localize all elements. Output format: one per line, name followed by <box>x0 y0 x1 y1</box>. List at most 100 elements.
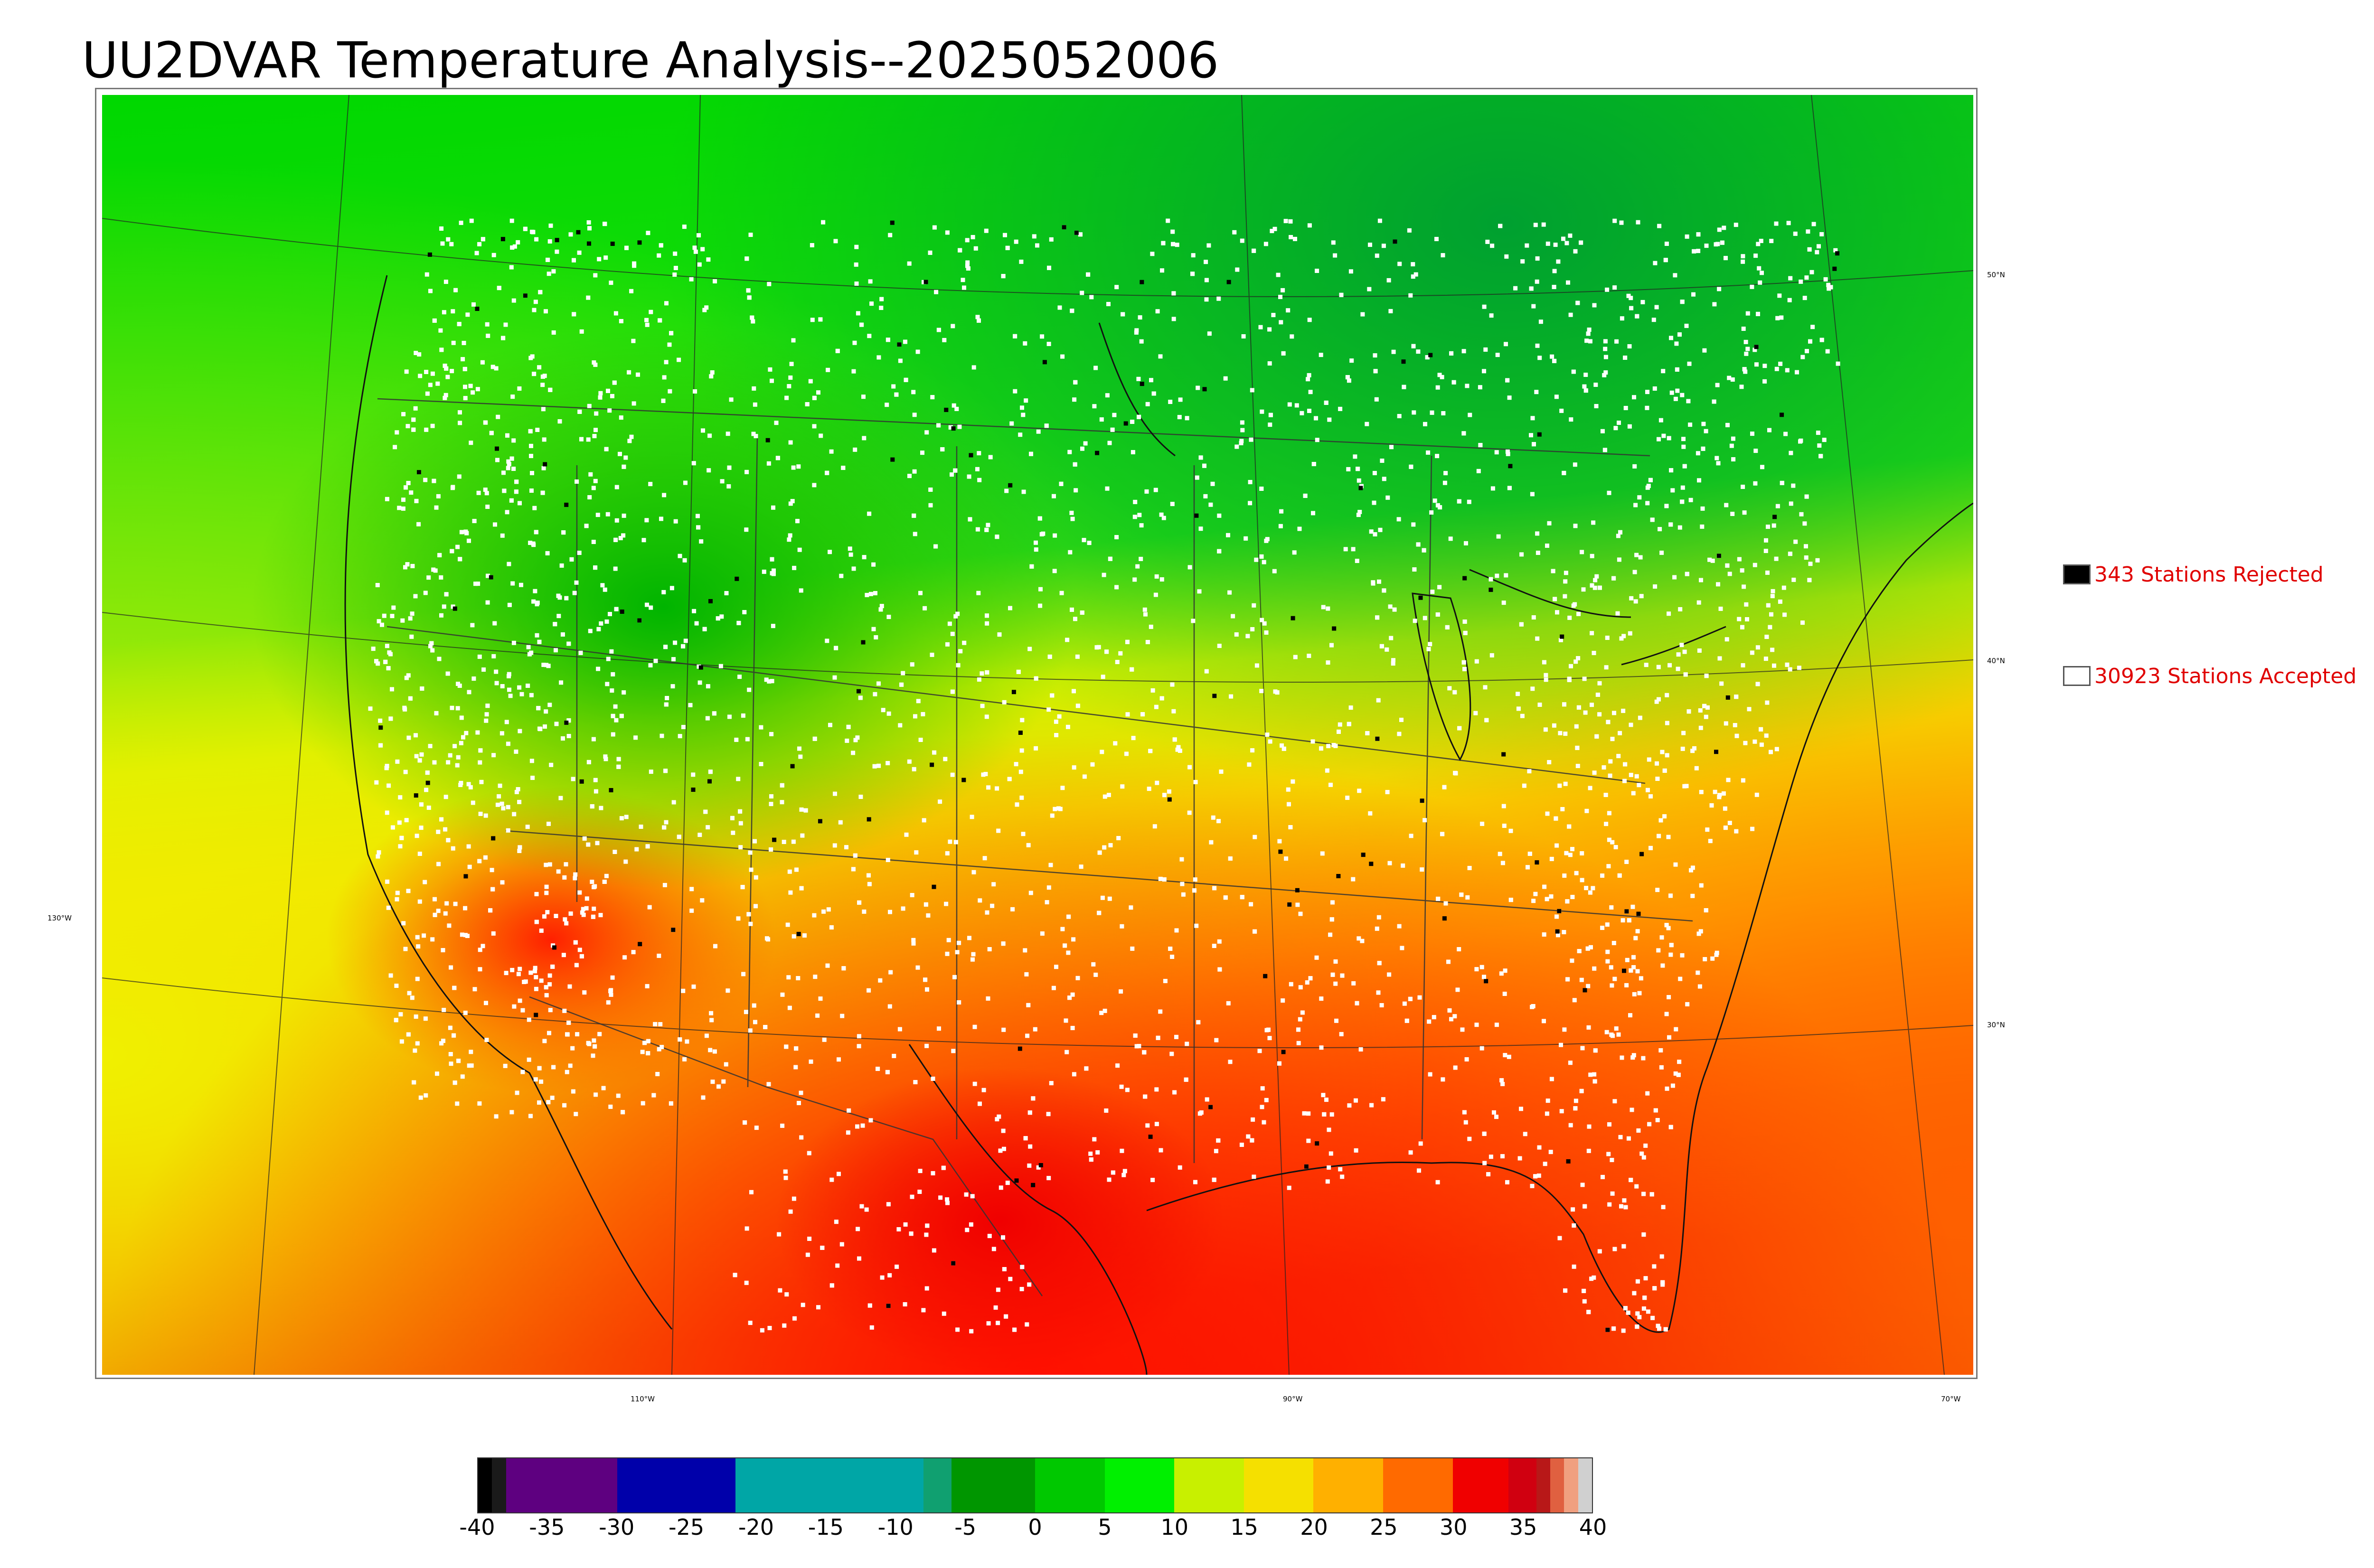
station-marker <box>1607 1122 1611 1127</box>
station-marker <box>1192 888 1196 893</box>
station-marker <box>744 527 749 532</box>
station-marker <box>1063 943 1067 948</box>
station-marker <box>1347 722 1351 726</box>
station-marker <box>563 917 567 922</box>
station-marker <box>1566 280 1570 285</box>
station-marker <box>1046 342 1051 346</box>
station-marker <box>710 370 715 375</box>
station-marker <box>710 1080 715 1084</box>
station-marker <box>1411 522 1416 527</box>
station-marker <box>1759 239 1763 243</box>
station-marker <box>1661 1205 1666 1210</box>
station-marker <box>613 311 618 316</box>
station-marker <box>450 705 454 710</box>
station-marker <box>491 654 496 658</box>
station-marker <box>604 447 609 451</box>
station-marker <box>915 965 920 970</box>
station-marker <box>662 493 667 498</box>
station-marker <box>394 1018 398 1023</box>
station-marker <box>1351 547 1356 552</box>
station-marker <box>579 437 584 441</box>
map-frame[interactable] <box>95 88 1978 1379</box>
station-marker <box>464 531 469 535</box>
station-marker <box>1666 926 1671 930</box>
station-marker <box>544 891 549 895</box>
station-marker <box>1024 972 1029 976</box>
rejected-station-marker <box>1332 626 1337 631</box>
rejected-station-marker <box>1835 251 1840 256</box>
station-marker <box>442 310 446 315</box>
station-marker <box>1601 1174 1605 1179</box>
station-marker <box>897 1027 902 1032</box>
station-marker <box>1603 347 1608 351</box>
station-marker <box>499 731 504 736</box>
station-marker <box>888 970 893 975</box>
station-marker <box>1046 885 1051 890</box>
station-marker <box>642 1041 647 1045</box>
station-marker <box>683 480 688 485</box>
station-marker <box>1488 577 1493 582</box>
station-marker <box>378 718 383 723</box>
station-marker <box>1568 1123 1573 1127</box>
station-marker <box>1533 892 1538 896</box>
station-marker <box>1286 308 1291 313</box>
station-marker <box>1210 481 1215 486</box>
station-marker <box>1104 649 1109 654</box>
station-marker <box>659 516 663 521</box>
station-marker <box>517 386 522 391</box>
station-marker <box>1038 587 1043 592</box>
station-marker <box>501 806 506 811</box>
station-marker <box>1319 1045 1324 1050</box>
station-marker <box>1478 385 1482 390</box>
station-marker <box>1177 415 1182 420</box>
station-marker <box>1333 253 1338 258</box>
station-marker <box>1592 770 1597 775</box>
station-marker <box>1778 599 1782 604</box>
station-marker <box>1211 815 1215 820</box>
station-marker <box>1452 1014 1457 1019</box>
station-marker <box>395 897 399 901</box>
station-marker <box>840 1014 845 1018</box>
station-marker <box>780 992 785 997</box>
temperature-map[interactable] <box>102 95 1973 1375</box>
station-marker <box>1375 615 1380 620</box>
station-marker <box>751 319 755 324</box>
station-marker <box>537 365 542 370</box>
station-marker <box>1489 653 1494 657</box>
station-marker <box>1649 1192 1654 1197</box>
station-marker <box>1208 502 1213 507</box>
station-marker <box>1532 442 1536 447</box>
station-marker <box>1808 339 1812 344</box>
station-marker <box>456 682 460 686</box>
station-marker <box>1519 552 1524 557</box>
station-marker <box>1819 338 1824 342</box>
station-marker <box>1338 406 1343 411</box>
station-marker <box>445 671 450 676</box>
station-marker <box>1688 498 1693 502</box>
station-marker <box>1155 780 1159 785</box>
station-marker <box>1377 218 1382 223</box>
station-marker <box>1667 663 1672 667</box>
station-marker <box>1667 995 1671 999</box>
station-marker <box>1170 502 1175 507</box>
station-marker <box>1289 982 1293 986</box>
station-marker <box>1330 972 1335 977</box>
station-marker <box>1580 1183 1585 1187</box>
station-marker <box>440 241 445 246</box>
station-marker <box>1661 369 1666 374</box>
station-marker <box>1029 451 1033 456</box>
station-marker <box>442 1008 446 1012</box>
station-marker <box>1161 516 1166 520</box>
station-marker <box>1668 952 1673 957</box>
station-marker <box>593 565 598 570</box>
station-marker <box>591 486 596 490</box>
station-marker <box>1682 649 1687 654</box>
station-marker <box>754 1126 759 1130</box>
station-marker <box>1278 524 1283 528</box>
station-marker <box>604 619 609 624</box>
station-marker <box>1409 464 1413 469</box>
station-marker <box>1498 852 1502 856</box>
station-marker <box>419 752 424 757</box>
station-marker <box>464 731 469 735</box>
station-marker <box>596 627 601 631</box>
